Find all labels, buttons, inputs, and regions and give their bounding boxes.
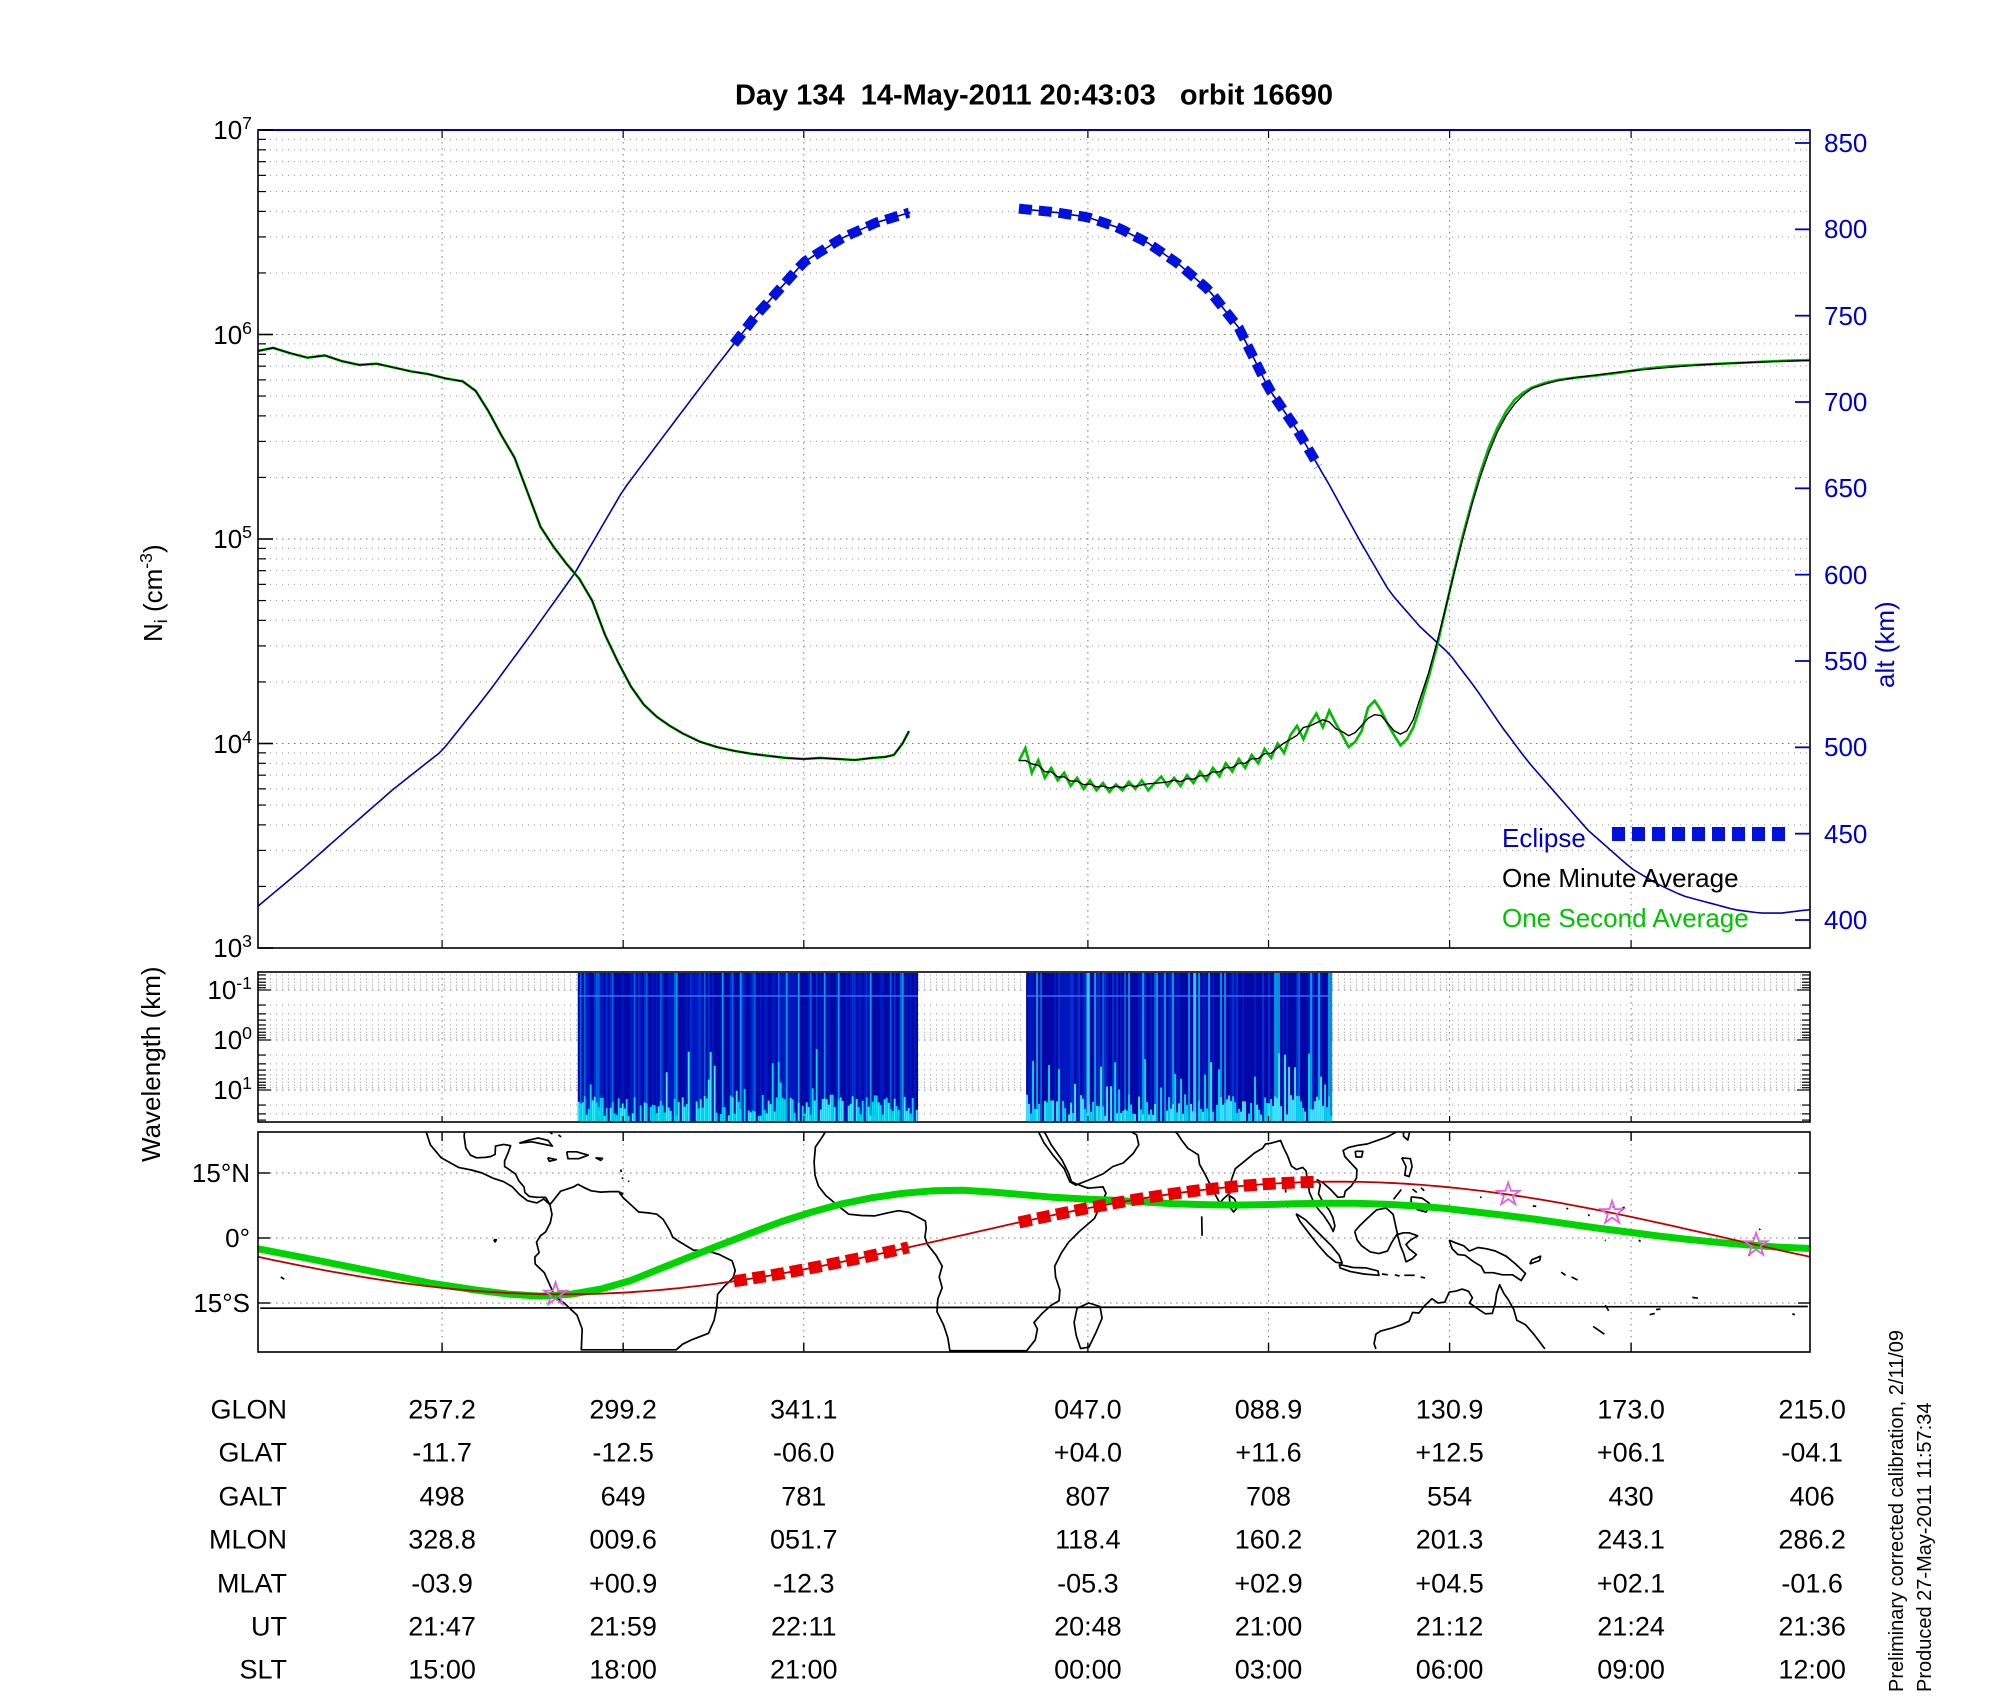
table-cell-ut-6: 21:24	[1597, 1611, 1665, 1642]
density-ytick-label: 106	[213, 317, 252, 350]
table-cell-mlon-1: 009.6	[589, 1524, 657, 1555]
table-cell-slt-6: 09:00	[1597, 1654, 1665, 1685]
legend-eclipse-dash-swatch	[1612, 827, 1790, 841]
table-cell-glat-3: +04.0	[1053, 1437, 1123, 1468]
table-cell-ut-5: 21:12	[1415, 1611, 1484, 1642]
table-cell-ut-1: 21:59	[589, 1611, 657, 1642]
footer-produced-note: Produced 27-May-2011 11:57:34	[1914, 1402, 1936, 1692]
altitude-ytick-label: 850	[1824, 128, 1868, 158]
table-cell-glat-0: -11.7	[412, 1437, 472, 1468]
table-cell-glon-3: 047.0	[1054, 1394, 1122, 1425]
table-cell-ut-3: 20:48	[1054, 1611, 1122, 1642]
altitude-ytick-label: 450	[1824, 818, 1868, 849]
table-row-label: UT	[251, 1611, 287, 1642]
legend-eclipse-label: Eclipse	[1502, 823, 1586, 853]
table-cell-slt-0: 15:00	[408, 1654, 476, 1685]
table-cell-mlat-0: -03.9	[411, 1568, 473, 1599]
table-cell-ut-2: 22:11	[771, 1611, 837, 1642]
table-row-label: GLAT	[218, 1437, 287, 1468]
table-cell-glon-1: 299.2	[589, 1394, 657, 1425]
table-cell-slt-4: 03:00	[1234, 1654, 1303, 1685]
table-cell-mlat-5: +04.5	[1415, 1568, 1484, 1599]
table-cell-glon-2: 341.1	[769, 1394, 838, 1425]
page-title: Day 134 14-May-2011 20:43:03 orbit 16690	[734, 79, 1334, 112]
table-cell-galt-0: 498	[419, 1481, 465, 1512]
table-cell-mlat-1: +00.9	[588, 1568, 658, 1599]
table-row-label: MLON	[208, 1524, 287, 1555]
table-cell-mlon-0: 328.8	[408, 1524, 476, 1555]
altitude-ytick-label: 600	[1824, 559, 1868, 590]
altitude-ytick-label: 750	[1824, 300, 1868, 331]
table-cell-mlat-4: +02.9	[1234, 1568, 1303, 1599]
table-cell-ut-7: 21:36	[1778, 1611, 1846, 1642]
table-row-label: SLT	[239, 1654, 287, 1685]
table-cell-slt-7: 12:00	[1778, 1654, 1846, 1685]
table-cell-mlat-6: +02.1	[1596, 1568, 1666, 1599]
table-cell-slt-1: 18:00	[589, 1654, 657, 1685]
table-cell-galt-5: 554	[1427, 1481, 1473, 1512]
footer-calibration-note: Preliminary corrected calibration, 2/11/…	[1886, 1329, 1908, 1692]
table-cell-mlat-3: -05.3	[1057, 1568, 1119, 1599]
table-cell-galt-6: 430	[1608, 1481, 1654, 1512]
table-cell-galt-3: 807	[1065, 1481, 1111, 1512]
altitude-ytick-label: 400	[1824, 905, 1868, 935]
altitude-ytick-label: 500	[1824, 732, 1868, 763]
table-cell-glon-5: 130.9	[1415, 1394, 1484, 1425]
table-cell-ut-4: 21:00	[1234, 1611, 1303, 1642]
table-cell-glon-4: 088.9	[1234, 1394, 1303, 1425]
table-cell-mlat-2: -12.3	[773, 1568, 835, 1599]
table-cell-ut-0: 21:47	[408, 1611, 476, 1642]
density-axis-label: Ni (cm-3)	[136, 544, 171, 642]
map-lat-tick-label: 15°S	[193, 1288, 250, 1318]
table-cell-slt-2: 21:00	[769, 1654, 838, 1685]
table-cell-mlon-2: 051.7	[769, 1524, 838, 1555]
table-cell-glat-5: +12.5	[1415, 1437, 1484, 1468]
table-cell-galt-4: 708	[1245, 1481, 1292, 1512]
density-ytick-label: 107	[213, 113, 252, 145]
altitude-axis-label: alt (km)	[1870, 601, 1900, 688]
table-cell-mlon-6: 243.1	[1597, 1524, 1665, 1555]
wavelength-ytick-label: 100	[213, 1023, 252, 1055]
density-ytick-label: 105	[213, 522, 252, 554]
table-cell-slt-3: 00:00	[1054, 1654, 1122, 1685]
table-row-label: GALT	[218, 1481, 287, 1512]
density-ytick-label: 104	[213, 726, 252, 759]
map-lat-tick-label: 0°	[225, 1223, 250, 1253]
table-cell-galt-7: 406	[1789, 1481, 1835, 1512]
table-cell-slt-5: 06:00	[1415, 1654, 1484, 1685]
table-cell-glon-6: 173.0	[1597, 1394, 1665, 1425]
altitude-ytick-label: 700	[1824, 387, 1868, 417]
table-cell-glat-4: +11.6	[1235, 1437, 1302, 1468]
table-row-label: MLAT	[216, 1568, 287, 1599]
table-cell-galt-2: 781	[781, 1481, 827, 1512]
table-cell-galt-1: 649	[600, 1481, 646, 1512]
table-cell-glon-7: 215.0	[1778, 1394, 1846, 1425]
legend-one-second-label: One Second Average	[1502, 903, 1749, 933]
table-cell-glat-2: -06.0	[773, 1437, 835, 1468]
table-cell-mlat-7: -01.6	[1781, 1568, 1843, 1599]
altitude-ytick-label: 800	[1824, 214, 1868, 245]
altitude-ytick-label: 550	[1824, 646, 1868, 676]
wavelength-axis-label: Wavelength (km)	[136, 966, 166, 1162]
density-ytick-label: 103	[213, 931, 252, 963]
altitude-ytick-label: 650	[1824, 473, 1868, 504]
table-cell-glat-1: -12.5	[592, 1437, 654, 1468]
wavelength-ytick-label: 10-1	[207, 973, 252, 1005]
legend-one-minute-label: One Minute Average	[1502, 863, 1739, 893]
table-cell-glat-6: +06.1	[1596, 1437, 1666, 1468]
map-lat-tick-label: 15°N	[191, 1158, 250, 1188]
table-cell-mlon-4: 160.2	[1234, 1524, 1303, 1555]
table-cell-mlon-3: 118.4	[1055, 1524, 1121, 1555]
wavelength-ytick-label: 101	[213, 1073, 252, 1105]
table-cell-glat-7: -04.1	[1781, 1437, 1843, 1468]
table-cell-mlon-5: 201.3	[1415, 1524, 1484, 1555]
table-cell-glon-0: 257.2	[408, 1394, 476, 1425]
table-row-label: GLON	[210, 1394, 287, 1425]
table-cell-mlon-7: 286.2	[1778, 1524, 1846, 1555]
